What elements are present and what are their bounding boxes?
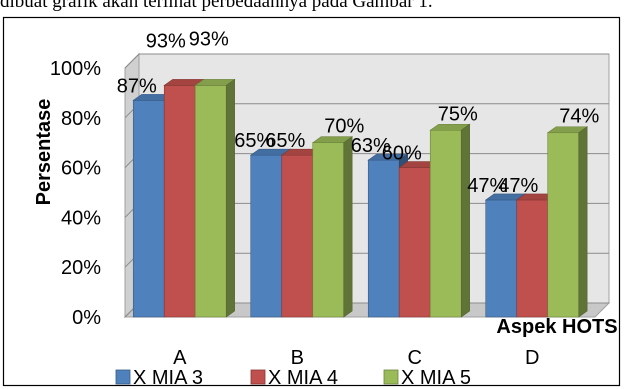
- bar: [484, 193, 527, 318]
- data-label: 74%: [559, 106, 599, 128]
- data-label: 87%: [117, 75, 157, 97]
- gridline: [124, 53, 609, 69]
- data-label: 47%: [467, 175, 507, 197]
- y-tick-label: 100%: [50, 58, 101, 80]
- legend-swatch: [115, 369, 131, 385]
- y-tick-label: 40%: [61, 207, 101, 229]
- legend-label: X MIA 4: [268, 367, 338, 389]
- legend-label: X MIA 3: [133, 367, 203, 389]
- y-tick-labels: 0% 20% 40% 60% 80% 100%: [50, 58, 101, 329]
- bar-front: [194, 85, 227, 318]
- y-tick-label: 20%: [61, 257, 101, 279]
- bar-front: [516, 199, 549, 318]
- bar-front: [281, 154, 314, 318]
- data-label: 75%: [438, 103, 478, 125]
- legend: X MIA 3 X MIA 4 X MIA 5: [115, 367, 471, 389]
- data-label: 70%: [324, 116, 364, 138]
- data-label: 65%: [234, 130, 274, 152]
- x-tick-label: B: [291, 347, 304, 369]
- bar: [311, 136, 354, 318]
- legend-item: X MIA 4: [250, 367, 338, 389]
- y-tick-label: 80%: [61, 108, 101, 130]
- bar: [194, 78, 236, 318]
- y-tick-label: 0%: [72, 307, 101, 329]
- bar-front: [485, 199, 518, 318]
- y-axis-title: Persentase: [33, 99, 55, 206]
- x-tick-label: A: [173, 347, 187, 369]
- data-label: 93%: [189, 28, 229, 50]
- legend-item: X MIA 3: [115, 367, 203, 389]
- bar-side: [460, 123, 470, 318]
- bar-front: [547, 132, 580, 318]
- y-tick-label: 60%: [61, 158, 101, 180]
- bar-side: [578, 126, 588, 318]
- data-label: 63%: [351, 135, 391, 157]
- bar-side: [225, 78, 235, 318]
- data-labels: 87% 93% 93% 65%65% 70%63%60% 75% 47%47% 74%: [117, 28, 600, 197]
- x-tick-labels: A B C D: [173, 347, 539, 369]
- legend-swatch: [383, 369, 399, 385]
- bar-front: [429, 129, 462, 318]
- bars: [132, 78, 589, 318]
- bar: [429, 123, 471, 318]
- caption-text: dibuat grafik akan terlihat perbedaannya…: [0, 0, 433, 12]
- legend-label: X MIA 5: [401, 367, 471, 389]
- bar-front: [312, 142, 345, 318]
- x-tick-label: C: [408, 347, 422, 369]
- legend-item: X MIA 5: [383, 367, 471, 389]
- bar-front: [132, 100, 165, 318]
- data-label: 65%: [265, 130, 305, 152]
- data-label: 47%: [498, 175, 538, 197]
- x-axis-title: Aspek HOTS: [496, 316, 617, 338]
- bar-front: [250, 154, 283, 318]
- legend-swatch: [250, 369, 266, 385]
- bar-front: [163, 85, 196, 318]
- bar-side: [343, 136, 353, 318]
- bar-front: [367, 159, 400, 318]
- bar-front: [398, 167, 431, 318]
- bar: [546, 126, 589, 318]
- data-label: 60%: [382, 143, 422, 165]
- x-tick-label: D: [525, 347, 539, 369]
- data-label: 93%: [146, 30, 186, 52]
